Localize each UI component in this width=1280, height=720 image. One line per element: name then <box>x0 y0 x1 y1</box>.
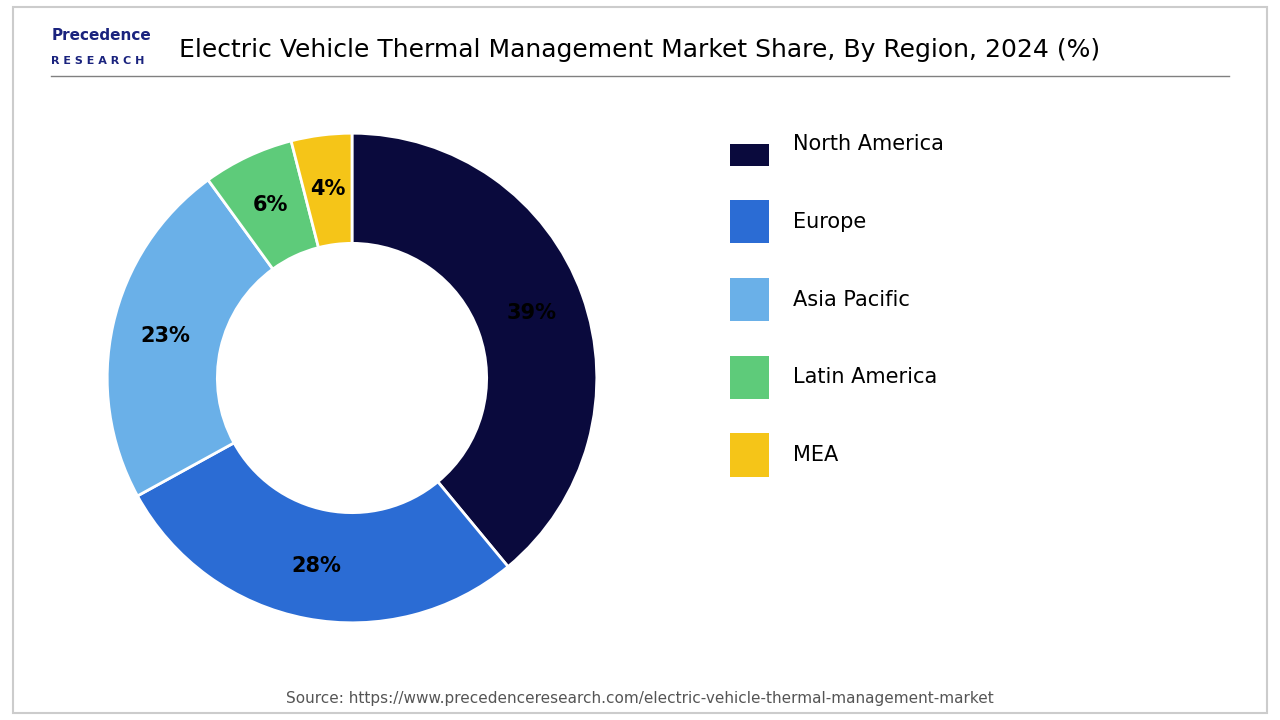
Text: Europe: Europe <box>792 212 867 232</box>
Text: R E S E A R C H: R E S E A R C H <box>51 56 145 66</box>
Text: 28%: 28% <box>292 556 342 575</box>
Text: Latin America: Latin America <box>792 367 937 387</box>
FancyBboxPatch shape <box>730 278 768 321</box>
Text: 39%: 39% <box>507 303 557 323</box>
Text: 23%: 23% <box>141 326 191 346</box>
Wedge shape <box>137 443 508 623</box>
Wedge shape <box>209 141 319 269</box>
FancyBboxPatch shape <box>730 200 768 243</box>
FancyBboxPatch shape <box>730 356 768 399</box>
FancyBboxPatch shape <box>730 122 768 166</box>
Text: MEA: MEA <box>792 445 838 465</box>
Wedge shape <box>108 180 273 496</box>
Wedge shape <box>352 133 596 567</box>
Text: North America: North America <box>792 134 943 154</box>
Text: 4%: 4% <box>310 179 346 199</box>
Text: Precedence: Precedence <box>51 29 151 43</box>
Text: 6%: 6% <box>253 195 288 215</box>
Text: Source: https://www.precedenceresearch.com/electric-vehicle-thermal-management-m: Source: https://www.precedenceresearch.c… <box>287 691 993 706</box>
Wedge shape <box>291 133 352 248</box>
Text: Asia Pacific: Asia Pacific <box>792 289 910 310</box>
Text: Electric Vehicle Thermal Management Market Share, By Region, 2024 (%): Electric Vehicle Thermal Management Mark… <box>179 38 1101 63</box>
FancyBboxPatch shape <box>730 433 768 477</box>
